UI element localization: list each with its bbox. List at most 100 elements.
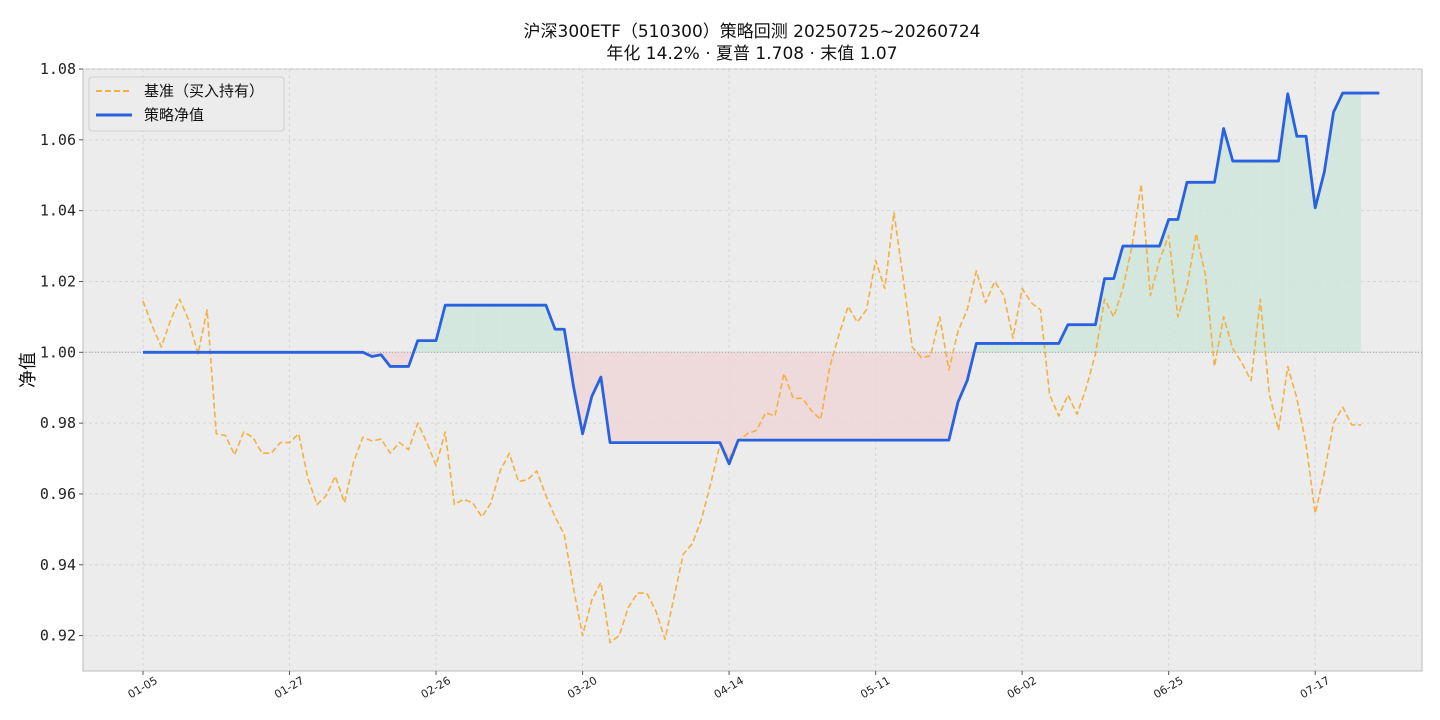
gain-area [1022,343,1032,353]
gain-area [985,343,995,353]
loss-area [930,352,940,441]
gain-area [1104,278,1114,353]
loss-area [939,352,949,441]
y-axis-label: 净值 [18,352,39,388]
gain-area [1196,182,1206,353]
x-tick-label: 04-14 [712,674,746,701]
gain-area [976,343,986,353]
gain-area [536,305,546,353]
y-tick-label: 0.94 [40,556,76,574]
gain-area [1232,161,1242,353]
loss-area [921,352,931,441]
gain-area [454,305,464,353]
loss-area [637,352,647,443]
loss-area [839,352,849,441]
gain-area [1168,219,1178,353]
gain-area [1296,136,1307,353]
loss-area [857,352,867,441]
loss-area [573,352,583,434]
x-tick-label: 02-26 [419,674,453,701]
gain-area [1324,112,1334,353]
loss-area [710,352,720,443]
loss-area [811,352,821,441]
x-tick-label: 03-20 [565,674,599,701]
legend-benchmark-label: 基准（买入持有） [144,82,264,100]
legend-strategy-label: 策略净值 [144,106,204,124]
gain-area [1241,161,1252,353]
gain-area [1049,343,1059,353]
y-axis-ticks: 0.92 0.94 0.96 0.98 1.00 1.02 1.04 1.06 1.08 [40,60,83,645]
loss-area [683,352,693,443]
gain-area [1342,93,1352,353]
loss-area [866,352,876,441]
loss-area [665,352,675,443]
loss-area [875,352,885,441]
x-tick-label: 05-11 [858,674,892,701]
gain-area [545,305,556,353]
loss-area [738,352,748,441]
loss-area [628,352,638,443]
y-tick-label: 0.98 [40,414,76,432]
loss-area [619,352,629,443]
loss-area [655,352,665,443]
loss-area [802,352,812,441]
loss-area [903,352,913,441]
gain-area [1150,246,1160,353]
loss-area [793,352,803,441]
gain-area [1269,161,1279,353]
gain-area [1187,182,1197,353]
y-tick-label: 0.92 [40,627,76,645]
x-tick-label: 07-17 [1298,674,1332,701]
gain-area [481,305,491,353]
loss-area [829,352,839,441]
gain-area [1351,93,1361,353]
gain-area [518,305,528,353]
gain-area [445,305,455,353]
x-tick-label: 06-25 [1151,674,1185,701]
gain-area [1086,324,1096,353]
loss-area [674,352,684,443]
loss-area [893,352,904,441]
gain-area [1260,161,1270,353]
y-tick-label: 1.04 [40,202,76,220]
gain-area [1214,128,1224,353]
gain-area [1278,93,1288,353]
loss-area [610,352,620,443]
benchmark-series-line [142,183,1361,644]
gain-area [509,305,519,353]
gain-area [1141,246,1151,353]
loss-area [582,352,592,434]
gain-area [1031,343,1041,353]
loss-area [765,352,775,441]
chart-title: 沪深300ETF（510300）策略回测 20250725~20260724 [524,22,981,42]
gain-area [1013,343,1023,353]
gain-area [1251,161,1261,353]
gain-area [1132,246,1142,353]
chart-subtitle: 年化 14.2% · 夏普 1.708 · 末值 1.07 [606,44,897,64]
y-tick-label: 1.00 [40,343,76,361]
loss-area [646,352,656,443]
y-tick-label: 0.96 [40,485,76,503]
series-layer [142,91,1380,644]
gain-area [463,305,473,353]
gain-area [1077,324,1087,353]
gain-area [1067,324,1078,353]
gain-area [1315,171,1325,353]
loss-area [747,352,757,441]
strategy-series-line [143,91,1380,466]
loss-area [719,352,730,464]
loss-area [692,352,702,443]
loss-area [591,352,601,397]
x-axis-ticks: 01-05 01-27 02-26 03-20 04-14 05-11 06-02 06-25… [126,671,1332,701]
y-tick-label: 1.02 [40,272,76,290]
gain-area [1333,93,1343,353]
gain-area [527,305,537,353]
loss-area [848,352,858,441]
loss-area [912,352,922,441]
legend-box [88,76,285,132]
loss-area [784,352,794,441]
gain-area [1205,182,1215,353]
legend: 基准（买入持有） 策略净值 [88,76,285,132]
gain-area [1122,246,1133,353]
